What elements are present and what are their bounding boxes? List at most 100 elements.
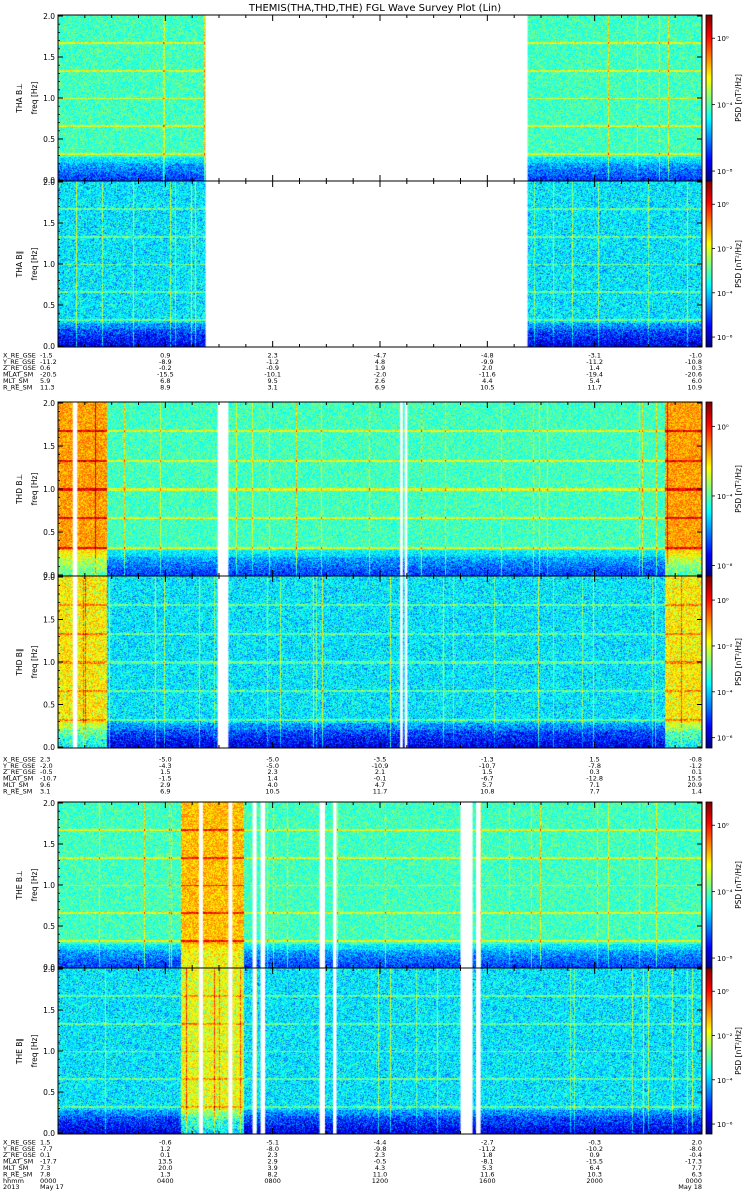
ephemeris-thd-value: 3.1	[40, 787, 50, 795]
ephemeris-the-value: -17.3	[685, 1158, 702, 1166]
ephemeris-thd-value: 9.6	[40, 781, 50, 789]
y-tick-label: 0.0	[43, 176, 55, 185]
ephemeris-the-value: -17.7	[40, 1158, 57, 1166]
ephemeris-tha-row-label: Z_RE_GSE	[3, 364, 36, 372]
spectrogram-image	[58, 802, 702, 968]
ephemeris-thd-value: -1.5	[159, 775, 172, 783]
y-tick-label: 2.0	[43, 178, 55, 187]
colorbar-tick-label: 10⁻²	[717, 643, 733, 651]
ephemeris-thd-value: 2.3	[40, 755, 50, 763]
ephemeris-tha-value: 6.8	[160, 377, 170, 385]
ephemeris-the-value: 6.4	[589, 1164, 599, 1172]
ephemeris-the-value: -0.6	[159, 1138, 172, 1146]
y-tick-label: 2.0	[43, 799, 55, 808]
ephemeris-the-value: 0.1	[160, 1151, 170, 1159]
colorbar-label: PSD [nT²/Hz]	[734, 465, 743, 513]
ephemeris-thd-value: -0.5	[40, 768, 53, 776]
ephemeris-thd-row-label: MLT_SM	[3, 781, 28, 789]
ephemeris-the-value: 0.1	[40, 1151, 50, 1159]
ephemeris-the-row-label: X_RE_GSE	[3, 1138, 36, 1146]
ephemeris-thd-value: 1.4	[267, 775, 277, 783]
colorbar-label: PSD [nT²/Hz]	[734, 638, 743, 686]
ephemeris-the-value: 4.3	[375, 1164, 385, 1172]
time-axis-row-label: hhmm	[3, 1177, 24, 1185]
ephemeris-tha-value: -1.5	[40, 351, 53, 359]
ylabel-freq: freq [Hz]	[30, 646, 39, 679]
ephemeris-the-value: 1.3	[160, 1170, 170, 1178]
y-tick-label: 0.5	[43, 1088, 55, 1097]
ephemeris-the-value: 0.9	[589, 1151, 599, 1159]
colorbar-label: PSD [nT²/Hz]	[734, 861, 743, 909]
ephemeris-thd-value: 2.9	[160, 781, 170, 789]
y-tick-label: 2.0	[43, 12, 55, 21]
colorbar-tick-label: 10⁰	[717, 597, 729, 605]
panel-thd-perp: 2.0 1.5 1.0 0.5 0.0 freq [Hz] THD B⊥ 10⁰ 10⁻⁴ 10⁻…	[15, 399, 743, 580]
ephemeris-the-value: 7.8	[40, 1170, 50, 1178]
ephemeris-thd-value: 0.3	[589, 768, 599, 776]
ephemeris-tha-value: -0.2	[159, 364, 172, 372]
ephemeris-tha-value: -11.2	[586, 358, 603, 366]
ephemeris-thd-value: 4.7	[375, 781, 385, 789]
ephemeris-tha-value: 2.0	[482, 364, 492, 372]
y-tick-label: 1.0	[43, 94, 55, 103]
y-tick-label: 0.5	[43, 701, 55, 710]
ylabel-freq: freq [Hz]	[30, 869, 39, 902]
ephemeris-thd-value: 2.3	[267, 768, 277, 776]
ephemeris-tha-value: -4.7	[374, 351, 387, 359]
ephemeris-the-value: -0.5	[374, 1158, 387, 1166]
ephemeris-thd-value: 1.5	[160, 768, 170, 776]
ephemeris-tha-value: 0.3	[692, 364, 702, 372]
time-axis-value: 0000	[40, 1177, 57, 1185]
ephemeris-thd-value: 7.1	[589, 781, 599, 789]
ylabel-freq: freq [Hz]	[30, 473, 39, 506]
colorbar-tick-label: 10⁻⁴	[717, 1077, 733, 1085]
ephemeris-the-value: 2.3	[267, 1151, 277, 1159]
ephemeris-tha-value: -10.8	[685, 358, 702, 366]
ephemeris-thd-row-label: Z_RE_GSE	[3, 768, 36, 776]
ephemeris-thd-value: 20.9	[688, 781, 702, 789]
ephemeris-the-row-label: MLAT_SM	[3, 1158, 33, 1166]
ephemeris-tha-value: -19.4	[586, 371, 603, 379]
ephemeris-the-value: 13.5	[158, 1158, 172, 1166]
colorbar-tick-label: 10⁻²	[717, 246, 733, 254]
ephemeris-the-value: 8.2	[267, 1170, 277, 1178]
colorbar-tick-label: 10⁻⁸	[717, 563, 733, 571]
colorbar-tick-label: 10⁻²	[717, 1033, 733, 1041]
time-axis-value: 1600	[479, 1177, 496, 1185]
panel-thd-par: 2.0 1.5 1.0 0.5 0.0 freq [Hz] THD B∥ 10⁰ 10⁻² 10⁻…	[15, 573, 743, 752]
ephemeris-the-value: 11.0	[373, 1170, 387, 1178]
ephemeris-the-value: 6.3	[692, 1170, 702, 1178]
y-tick-label: 1.0	[43, 485, 55, 494]
ephemeris-the-value: 10.3	[587, 1170, 601, 1178]
y-tick-label: 0.5	[43, 301, 55, 310]
spectrogram-image	[58, 15, 702, 181]
colorbar-tick-label: 10⁻⁴	[717, 290, 733, 298]
ephemeris-tha-row-label: X_RE_GSE	[3, 351, 36, 359]
ephemeris-tha-value: -9.9	[481, 358, 494, 366]
ephemeris-tha-value: -20.6	[685, 371, 702, 379]
colorbar-tick-label: 10⁻⁴	[717, 889, 733, 897]
ephemeris-thd-value: -10.7	[40, 775, 57, 783]
ephemeris-the-value: -5.1	[266, 1138, 279, 1146]
ephemeris-tha-value: 1.9	[375, 364, 385, 372]
colorbar-label: PSD [nT²/Hz]	[734, 240, 743, 288]
y-tick-label: 1.5	[43, 840, 55, 849]
time-axis-value: 0800	[264, 1177, 281, 1185]
colorbar-label: PSD [nT²/Hz]	[734, 1027, 743, 1075]
colorbar-tick-label: 10⁻⁶	[717, 1121, 733, 1129]
time-axis-value: 1200	[372, 1177, 389, 1185]
colorbar-tick-label: 10⁰	[717, 35, 729, 43]
ephemeris-the-row-label: Z_RE_GSE	[3, 1151, 36, 1159]
ephemeris-thd-value: -0.1	[374, 775, 387, 783]
ephemeris-thd-value: 10.5	[265, 787, 279, 795]
ephemeris-the-value: -15.5	[586, 1158, 603, 1166]
colorbar-frame	[705, 967, 713, 1135]
panel-tha-perp: 2.0 1.5 1.0 0.5 0.0 freq [Hz] THA B⊥ 10⁰ 10⁻⁴ 10⁻…	[15, 12, 743, 185]
colorbar	[706, 181, 712, 347]
ephemeris-tha-value: -4.8	[481, 351, 494, 359]
ylabel-freq: freq [Hz]	[30, 248, 39, 281]
ephemeris-the-value: 11.6	[480, 1170, 494, 1178]
ephemeris-tha-value: 0.9	[160, 351, 170, 359]
colorbar	[706, 968, 712, 1134]
